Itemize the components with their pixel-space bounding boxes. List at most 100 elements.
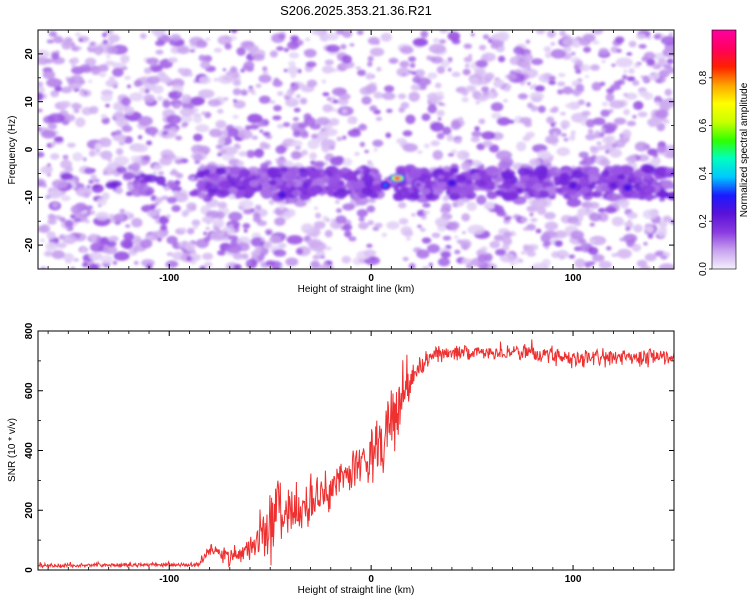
heatmap-cell [611, 216, 624, 227]
heatmap-cell [417, 150, 423, 154]
heatmap-cell [232, 88, 242, 96]
heatmap-cell [150, 230, 166, 240]
heatmap-cell [228, 224, 234, 229]
heatmap-cell [498, 55, 506, 63]
heatmap-cell [324, 59, 334, 66]
heatmap-ridge-cell [631, 192, 640, 199]
heatmap-cell [187, 227, 195, 235]
heatmap-cell [158, 171, 164, 176]
heatmap-cell [658, 263, 674, 269]
heatmap-cell [70, 205, 81, 214]
heatmap-ridge-cell [464, 179, 473, 185]
heatmap-cell [482, 34, 490, 40]
heatmap-cell [436, 132, 445, 140]
heatmap-x-tick-label: -100 [159, 273, 179, 284]
heatmap-cell [476, 195, 487, 205]
heatmap-cell [447, 153, 455, 157]
heatmap-ridge-cell [413, 189, 421, 195]
heatmap-cell [496, 117, 511, 126]
heatmap-cell [643, 78, 648, 82]
heatmap-cell [309, 152, 317, 160]
heatmap-cell [544, 221, 559, 231]
heatmap-cell [489, 240, 501, 249]
heatmap-cell [655, 101, 661, 106]
heatmap-ridge-cell [642, 164, 656, 174]
heatmap-cell [254, 148, 264, 158]
heatmap-cell [251, 135, 258, 140]
heatmap-cell [38, 61, 41, 65]
heatmap-cell [411, 213, 416, 217]
heatmap-cell [657, 58, 667, 67]
heatmap-cell [61, 195, 71, 202]
heatmap-cell [290, 150, 302, 160]
heatmap-cell [440, 251, 451, 259]
heatmap-cell [369, 47, 385, 57]
heatmap-cell [84, 219, 90, 224]
heatmap-cell [40, 266, 47, 269]
heatmap-cell [531, 198, 548, 209]
heatmap-cell [561, 133, 567, 137]
heatmap-ridge-cell [415, 182, 421, 187]
heatmap-cell [242, 223, 251, 229]
heatmap-cell [149, 62, 156, 67]
heatmap-ridge-cell [345, 180, 360, 190]
heatmap-cell [107, 34, 120, 43]
heatmap-cell [72, 152, 83, 162]
heatmap-cell [335, 30, 345, 35]
snr-y-tick-label: 200 [24, 501, 35, 518]
heatmap-cell [376, 66, 382, 72]
heatmap-cell [626, 52, 633, 56]
heatmap-ridge-cell [340, 167, 350, 174]
heatmap-cell [618, 198, 630, 208]
heatmap-cell [520, 217, 528, 223]
heatmap-cell [226, 244, 242, 254]
heatmap-cell [47, 113, 66, 124]
heatmap-cell [284, 208, 296, 218]
heatmap-cell [428, 43, 446, 54]
colorbar-tick-label: 0.0 [698, 262, 709, 276]
heatmap-cell [598, 48, 609, 56]
heatmap-cell [151, 30, 166, 36]
heatmap-ridge-cell [443, 165, 451, 172]
heatmap-cell [91, 184, 104, 193]
heatmap-ridge-cell [606, 192, 619, 202]
heatmap-cell [585, 119, 596, 128]
heatmap-cell [94, 142, 103, 151]
heatmap-cell [282, 122, 291, 128]
heatmap-cell [640, 265, 651, 269]
heatmap-cell [145, 174, 158, 183]
heatmap-cell [120, 239, 134, 249]
heatmap-ridge-cell [560, 185, 569, 192]
heatmap-cell [321, 79, 327, 84]
heatmap-cell [217, 201, 228, 209]
heatmap-ridge-cell [579, 186, 591, 195]
heatmap-cell [626, 154, 637, 164]
heatmap-cell [105, 103, 110, 108]
heatmap-cell [341, 108, 348, 114]
heatmap-cell [236, 160, 245, 167]
heatmap-cell [171, 85, 184, 93]
heatmap-peak [383, 183, 387, 187]
snr-y-tick-label: 800 [24, 322, 35, 339]
heatmap-cell [441, 203, 452, 211]
heatmap-cell [592, 132, 601, 139]
heatmap-cell [654, 95, 663, 104]
heatmap-cell [570, 130, 576, 135]
heatmap-cell [322, 215, 329, 222]
heatmap-cell [546, 30, 556, 39]
heatmap-cell [130, 155, 142, 162]
heatmap-cell [428, 262, 433, 267]
heatmap-cell [40, 238, 45, 243]
heatmap-cell [427, 104, 438, 114]
heatmap-cell [647, 73, 660, 81]
heatmap-cell [215, 144, 223, 149]
heatmap-cell [591, 81, 602, 91]
heatmap-cell [409, 62, 416, 68]
heatmap-ridge-cell [437, 174, 445, 180]
heatmap-ridge-cell [449, 167, 459, 174]
heatmap-cell [636, 259, 648, 268]
heatmap-cell [669, 32, 673, 36]
heatmap-cell [53, 215, 62, 220]
heatmap-cell [292, 117, 299, 122]
